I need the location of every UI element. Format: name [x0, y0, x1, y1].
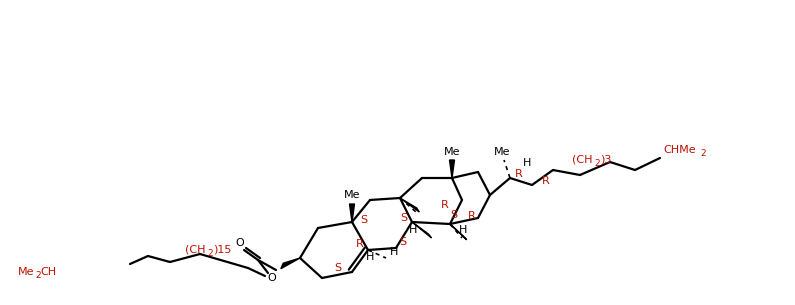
Text: (CH: (CH — [185, 245, 205, 255]
Text: CH: CH — [40, 267, 56, 277]
Text: O: O — [235, 238, 244, 248]
Text: Me: Me — [18, 267, 34, 277]
Text: S: S — [399, 237, 406, 247]
Text: H: H — [409, 225, 417, 235]
Text: S: S — [451, 210, 458, 220]
Text: Me: Me — [494, 147, 510, 157]
Text: (CH: (CH — [572, 155, 592, 165]
Text: 2: 2 — [35, 271, 41, 279]
Text: 2: 2 — [594, 159, 599, 167]
Text: S: S — [360, 215, 367, 225]
Text: CHMe: CHMe — [663, 145, 696, 155]
Polygon shape — [450, 224, 467, 240]
Text: Me: Me — [343, 190, 360, 200]
Text: S: S — [401, 213, 408, 223]
Text: S: S — [335, 263, 342, 273]
Text: 2: 2 — [207, 249, 212, 257]
Text: 2: 2 — [700, 149, 706, 157]
Polygon shape — [400, 198, 420, 212]
Polygon shape — [281, 258, 300, 269]
Text: R: R — [441, 200, 449, 210]
Text: H: H — [523, 158, 531, 168]
Text: R: R — [356, 239, 364, 249]
Polygon shape — [449, 160, 455, 178]
Polygon shape — [350, 204, 355, 222]
Polygon shape — [412, 222, 432, 238]
Text: O: O — [268, 273, 277, 283]
Text: R: R — [515, 169, 523, 179]
Text: H: H — [459, 225, 467, 235]
Text: )3: )3 — [600, 155, 611, 165]
Text: )15: )15 — [213, 245, 231, 255]
Text: H: H — [390, 247, 398, 257]
Text: H: H — [366, 252, 374, 262]
Text: R: R — [542, 176, 550, 186]
Text: R: R — [468, 211, 476, 221]
Text: Me: Me — [444, 147, 460, 157]
